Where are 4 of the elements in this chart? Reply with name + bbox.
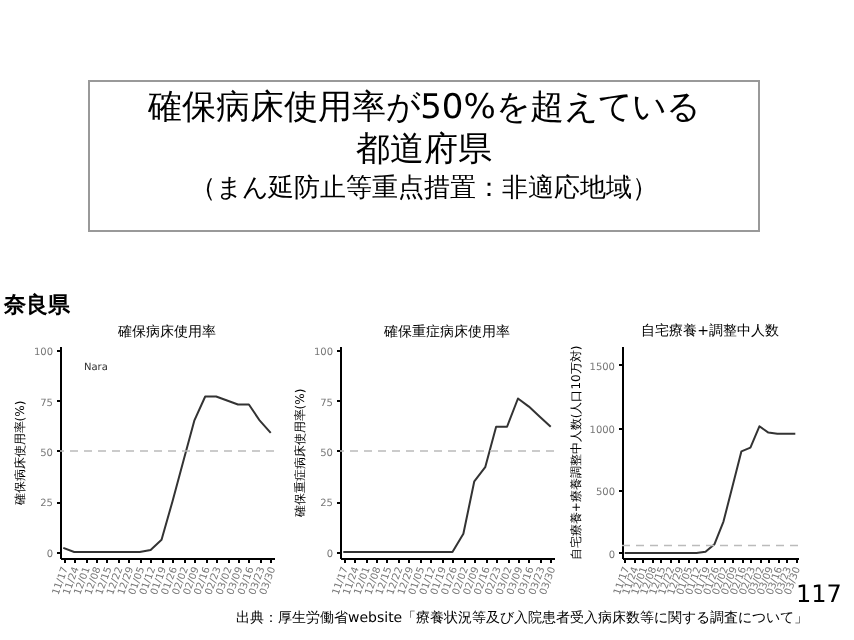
text: 117 [796,580,842,608]
text: 奈良県 [4,292,70,318]
text: （まん延防止等重点措置：非適応地域） [188,172,660,208]
text: 確保病床使用率が50%を超えている都道府県 [146,88,702,172]
